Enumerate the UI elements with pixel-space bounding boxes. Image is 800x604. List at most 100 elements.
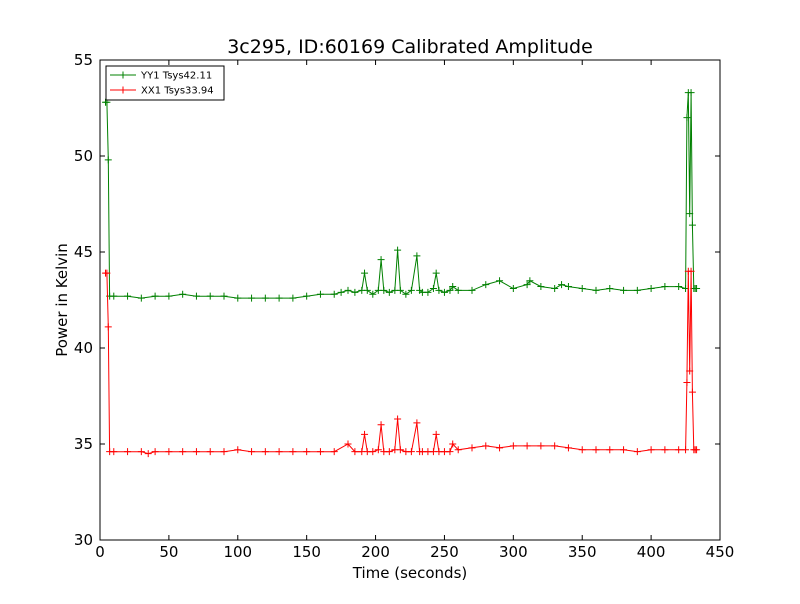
data-point xyxy=(396,286,404,294)
data-point xyxy=(144,450,152,458)
data-point xyxy=(482,281,490,289)
data-point xyxy=(385,288,393,296)
data-point xyxy=(537,442,545,450)
data-point xyxy=(454,286,462,294)
data-point xyxy=(693,284,701,292)
data-point xyxy=(523,442,531,450)
data-point xyxy=(647,284,655,292)
y-tick-label: 35 xyxy=(74,435,93,453)
data-point xyxy=(151,448,159,456)
data-point xyxy=(165,292,173,300)
data-point xyxy=(394,246,402,254)
x-tick-label: 150 xyxy=(292,543,321,561)
data-point xyxy=(482,442,490,450)
data-point xyxy=(344,286,352,294)
data-point xyxy=(606,446,614,454)
data-point xyxy=(496,277,504,285)
data-point xyxy=(407,448,415,456)
data-point xyxy=(363,286,371,294)
data-point xyxy=(110,292,118,300)
data-point xyxy=(220,292,228,300)
data-point xyxy=(248,448,256,456)
data-point xyxy=(526,277,534,285)
data-point xyxy=(435,286,443,294)
data-point xyxy=(682,446,690,454)
data-point xyxy=(688,388,696,396)
data-point xyxy=(124,448,132,456)
data-point xyxy=(192,292,200,300)
data-point xyxy=(564,444,572,452)
data-point xyxy=(316,448,324,456)
legend-marker xyxy=(119,86,127,94)
data-point xyxy=(330,448,338,456)
data-point xyxy=(137,294,145,302)
data-point xyxy=(261,448,269,456)
data-point xyxy=(402,290,410,298)
data-point xyxy=(234,294,242,302)
x-tick-label: 100 xyxy=(223,543,252,561)
data-point xyxy=(275,448,283,456)
data-point xyxy=(413,419,421,427)
data-point xyxy=(449,440,457,448)
data-point xyxy=(413,252,421,260)
data-point xyxy=(361,430,369,438)
y-tick-label: 50 xyxy=(74,147,93,165)
data-point xyxy=(429,284,437,292)
data-point xyxy=(165,448,173,456)
data-point xyxy=(337,288,345,296)
legend-box xyxy=(105,65,225,101)
data-point xyxy=(104,323,112,331)
data-point xyxy=(380,286,388,294)
data-point xyxy=(578,446,586,454)
data-point xyxy=(394,415,402,423)
x-tick-label: 450 xyxy=(706,543,735,561)
data-point xyxy=(633,286,641,294)
legend-label: YY1 Tsys42.11 xyxy=(140,71,212,82)
data-point xyxy=(377,256,385,264)
data-point xyxy=(104,156,112,164)
data-point xyxy=(496,444,504,452)
data-point xyxy=(289,294,297,302)
data-point xyxy=(103,269,111,277)
data-point xyxy=(606,284,614,292)
data-point xyxy=(124,292,132,300)
y-tick-label: 45 xyxy=(74,243,93,261)
x-tick-label: 250 xyxy=(430,543,459,561)
y-tick-label: 55 xyxy=(74,51,93,69)
x-tick-label: 350 xyxy=(568,543,597,561)
data-point xyxy=(361,269,369,277)
data-point xyxy=(407,286,415,294)
y-tick-label: 30 xyxy=(74,531,93,549)
data-point xyxy=(446,286,454,294)
y-axis-label: Power in Kelvin xyxy=(53,243,71,357)
data-point xyxy=(234,446,242,454)
x-axis-label: Time (seconds) xyxy=(352,564,468,582)
data-point xyxy=(661,446,669,454)
data-point xyxy=(523,281,531,289)
series-markers-2 xyxy=(102,267,701,458)
data-point xyxy=(564,283,572,291)
data-point xyxy=(330,290,338,298)
data-point xyxy=(289,448,297,456)
data-point xyxy=(248,294,256,302)
data-point xyxy=(551,442,559,450)
data-point xyxy=(688,221,696,229)
data-point xyxy=(509,442,517,450)
data-point xyxy=(592,286,600,294)
data-point xyxy=(261,294,269,302)
data-point xyxy=(686,367,694,375)
legend-marker xyxy=(119,71,127,79)
x-tick-label: 400 xyxy=(637,543,666,561)
data-point xyxy=(179,290,187,298)
plot-area xyxy=(102,89,701,458)
data-point xyxy=(620,446,628,454)
data-point xyxy=(449,283,457,291)
data-point xyxy=(424,288,432,296)
data-point xyxy=(592,446,600,454)
data-point xyxy=(179,448,187,456)
data-point xyxy=(351,288,359,296)
axis-ticks: 0 50 100 150 200 250 300 350 400 450 30 35 40 45 50 55 xyxy=(74,51,734,561)
series-markers-1 xyxy=(102,89,701,302)
data-point xyxy=(647,446,655,454)
